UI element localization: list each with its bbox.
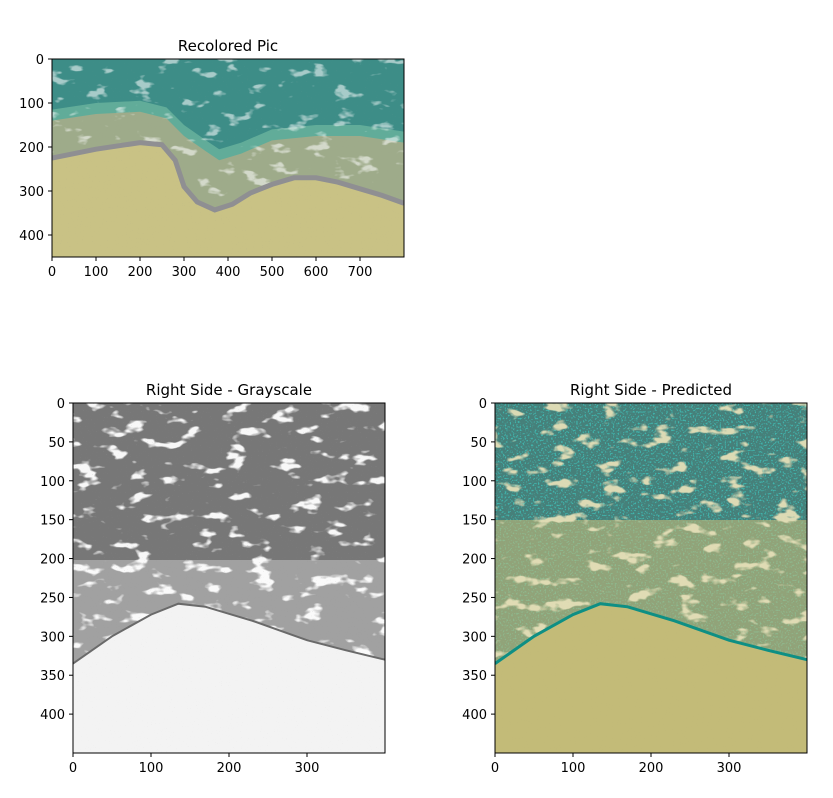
y-tick-label: 0: [479, 397, 487, 412]
y-tick-label: 400: [19, 229, 44, 244]
x-tick-label: 0: [491, 761, 499, 776]
axis-ticks: 0 100 200 300 0 50 100 150 200 250 300 350 400: [462, 397, 741, 776]
y-tick-label: 300: [19, 185, 44, 200]
y-tick-label: 300: [40, 630, 65, 645]
panel-title: Recolored Pic: [178, 37, 278, 55]
y-tick-label: 150: [462, 514, 487, 529]
y-tick-label: 400: [40, 708, 65, 723]
x-tick-label: 200: [639, 761, 664, 776]
y-tick-label: 400: [462, 708, 487, 723]
x-tick-label: 300: [295, 761, 320, 776]
x-tick-label: 300: [717, 761, 742, 776]
y-tick-label: 150: [40, 514, 65, 529]
y-tick-label: 250: [40, 591, 65, 606]
y-tick-label: 100: [462, 475, 487, 490]
x-tick-label: 100: [561, 761, 586, 776]
y-tick-label: 200: [462, 553, 487, 568]
predicted-image: [495, 403, 807, 753]
y-tick-label: 50: [470, 436, 487, 451]
panel-title: Right Side - Predicted: [570, 381, 732, 399]
x-tick-label: 500: [260, 265, 285, 280]
x-tick-label: 700: [348, 265, 373, 280]
y-tick-label: 250: [462, 591, 487, 606]
predicted-panel: Right Side - Predicted 0 100 200 300 0 50 100 1…: [462, 381, 808, 776]
y-tick-label: 350: [462, 669, 487, 684]
x-tick-label: 400: [216, 265, 241, 280]
y-tick-label: 0: [36, 53, 44, 68]
y-tick-label: 200: [19, 141, 44, 156]
y-tick-label: 50: [48, 436, 65, 451]
y-tick-label: 200: [40, 553, 65, 568]
grayscale-image: [73, 403, 385, 753]
y-tick-label: 100: [40, 475, 65, 490]
x-tick-label: 0: [69, 761, 77, 776]
axis-ticks: 0 100 200 300 0 50 100 150 200 250 300 350 400: [40, 397, 319, 776]
y-tick-label: 350: [40, 669, 65, 684]
x-tick-label: 200: [128, 265, 153, 280]
sand-grain-texture: [52, 59, 404, 257]
recolored-pic-panel: Recolored Pic 0 100 200 300 400 500 600 700 0 100…: [19, 37, 405, 280]
x-tick-label: 0: [48, 265, 56, 280]
recolored-image: [52, 59, 404, 257]
x-tick-label: 300: [172, 265, 197, 280]
y-tick-label: 300: [462, 630, 487, 645]
y-tick-label: 100: [19, 97, 44, 112]
y-tick-label: 0: [57, 397, 65, 412]
x-tick-label: 600: [304, 265, 329, 280]
grayscale-panel: Right Side - Grayscale 0 100 200 300 0 50 100 1…: [40, 381, 386, 776]
panel-title: Right Side - Grayscale: [146, 381, 312, 399]
sand-grain-texture: [495, 403, 807, 753]
axis-ticks: 0 100 200 300 400 500 600 700 0 100 200 300 400: [19, 53, 372, 280]
x-tick-label: 200: [217, 761, 242, 776]
x-tick-label: 100: [139, 761, 164, 776]
x-tick-label: 100: [84, 265, 109, 280]
sand-grain-texture: [73, 403, 385, 753]
